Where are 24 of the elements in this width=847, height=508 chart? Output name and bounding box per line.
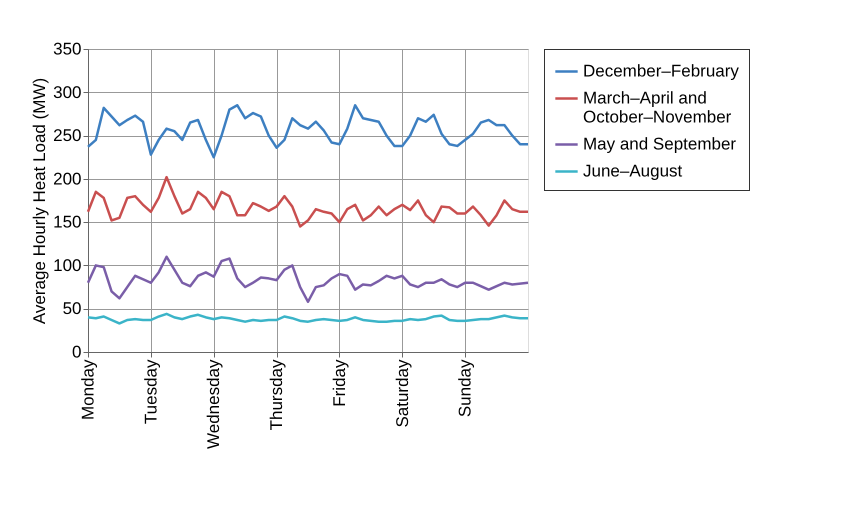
- x-tick-label: Thursday: [267, 359, 286, 430]
- y-tick-label: 200: [53, 169, 82, 188]
- x-tick-label: Friday: [330, 359, 349, 407]
- legend-label: June–August: [583, 162, 683, 180]
- x-tick-label: Monday: [78, 359, 98, 420]
- y-tick-label: 50: [62, 299, 82, 318]
- y-axis-title: Average Hourly Heat Load (MW): [30, 78, 50, 324]
- x-tick-label: Wednesday: [204, 359, 224, 449]
- y-tick-label: 250: [53, 126, 82, 146]
- y-tick-label: 100: [53, 256, 82, 275]
- x-tick-label: Tuesday: [141, 359, 160, 424]
- x-tick-label: Saturday: [392, 359, 412, 428]
- legend-label: March–April and October–November: [583, 88, 732, 126]
- line-series: [86, 256, 530, 304]
- x-tick-label: Sunday: [456, 359, 475, 418]
- line-series: [86, 104, 530, 158]
- y-tick-label: 300: [53, 82, 82, 102]
- line-series: [86, 176, 530, 228]
- y-tick-label: 150: [53, 212, 82, 232]
- line-series: [86, 312, 530, 325]
- legend-label: May and September: [583, 134, 736, 154]
- legend-label: December–February: [583, 62, 740, 80]
- y-tick-label: 0: [72, 342, 82, 362]
- y-tick-label: 350: [53, 40, 82, 58]
